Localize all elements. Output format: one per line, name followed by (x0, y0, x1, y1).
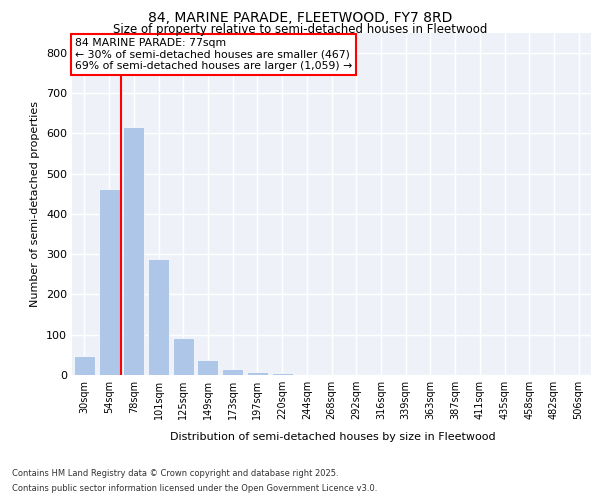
Bar (74, 356, 95, 375)
Y-axis label: Number of semi-detached properties: Number of semi-detached properties (31, 101, 40, 306)
Text: Distribution of semi-detached houses by size in Fleetwood: Distribution of semi-detached houses by … (170, 432, 496, 442)
Bar (197, 360, 218, 375)
Bar (123, 127, 144, 375)
Text: Contains HM Land Registry data © Crown copyright and database right 2025.: Contains HM Land Registry data © Crown c… (12, 469, 338, 478)
Text: Contains public sector information licensed under the Open Government Licence v3: Contains public sector information licen… (12, 484, 377, 493)
Text: 84 MARINE PARADE: 77sqm
← 30% of semi-detached houses are smaller (467)
69% of s: 84 MARINE PARADE: 77sqm ← 30% of semi-de… (74, 38, 352, 71)
Bar (222, 370, 243, 375)
Bar (272, 373, 293, 375)
Bar (173, 338, 194, 375)
Bar (148, 258, 169, 375)
Text: Size of property relative to semi-detached houses in Fleetwood: Size of property relative to semi-detach… (113, 22, 487, 36)
Bar (98, 189, 119, 375)
Text: 84, MARINE PARADE, FLEETWOOD, FY7 8RD: 84, MARINE PARADE, FLEETWOOD, FY7 8RD (148, 11, 452, 25)
Bar (247, 372, 268, 375)
